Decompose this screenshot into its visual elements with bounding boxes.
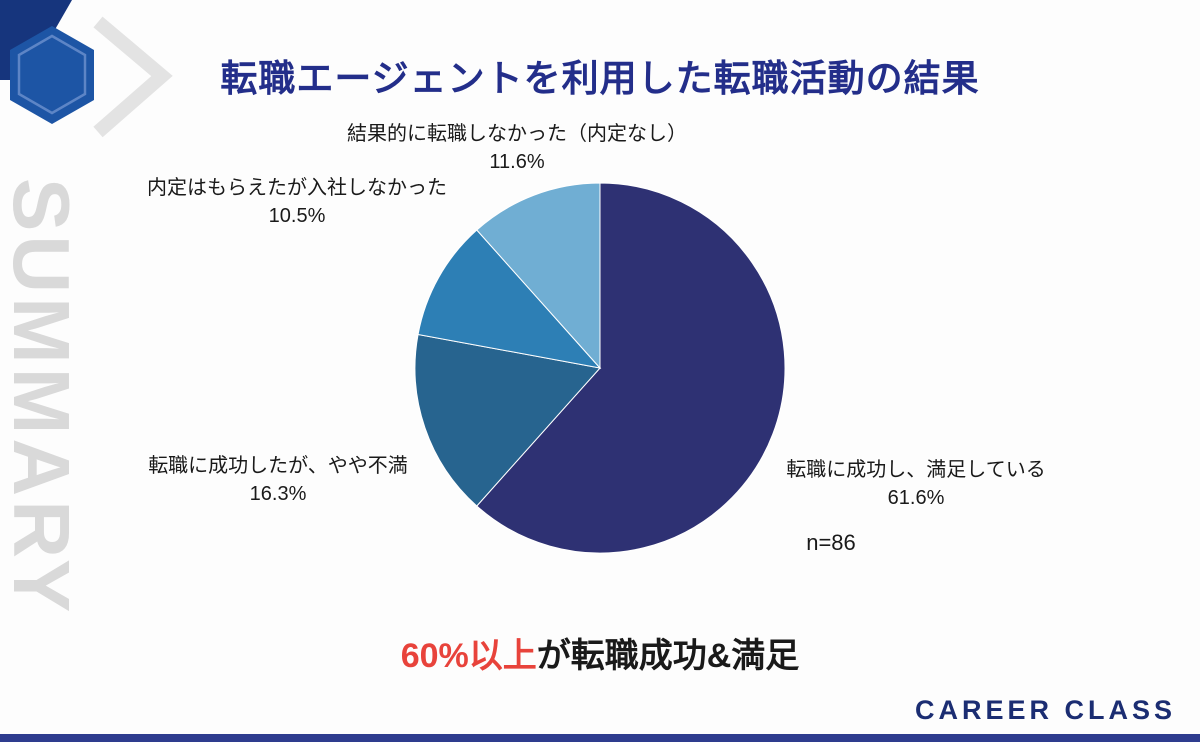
page-title: 転職エージェントを利用した転職活動の結果 <box>220 58 980 99</box>
pie-slice-3 <box>476 182 601 370</box>
watermark-summary: SUMMARY <box>0 178 86 617</box>
value-text: 61.6% <box>887 487 945 509</box>
logo-graphic <box>0 0 173 138</box>
pie-label-dissatisfied: 転職に成功したが、やや不満 16.3% <box>78 452 478 508</box>
label-text: 結果的に転職しなかった（内定なし） <box>347 123 687 145</box>
pie-label-no-offer: 結果的に転職しなかった（内定なし） 11.6% <box>317 120 717 176</box>
pie-label-declined-offer: 内定はもらえたが入社しなかった 10.5% <box>97 174 497 230</box>
label-text: 転職に成功したが、やや不満 <box>148 455 408 477</box>
value-text: 10.5% <box>268 205 326 227</box>
pie-slice-0 <box>476 182 786 554</box>
logo <box>0 0 190 160</box>
pie-slice-1 <box>414 333 601 507</box>
brand-logo: CAREER CLASS <box>914 695 1176 725</box>
chevron-icon <box>93 16 173 138</box>
key-message-emphasis: 60%以上 <box>400 637 537 675</box>
pie-chart <box>412 180 788 556</box>
value-text: 11.6% <box>489 151 545 173</box>
pie-label-satisfied: 転職に成功し、満足している 61.6% <box>716 456 1116 512</box>
sample-size: n=86 <box>806 530 856 555</box>
footer-bar <box>0 734 1200 742</box>
label-text: 転職に成功し、満足している <box>786 459 1046 481</box>
label-text: 内定はもらえたが入社しなかった <box>147 177 447 199</box>
pie-chart-svg <box>414 182 786 554</box>
key-message-rest: が転職成功&満足 <box>536 637 800 675</box>
value-text: 16.3% <box>249 483 307 505</box>
pie-slice-2 <box>417 229 602 369</box>
hexagon-outline-icon <box>17 34 87 115</box>
key-message: 60%以上が転職成功&満足 <box>0 628 1200 677</box>
